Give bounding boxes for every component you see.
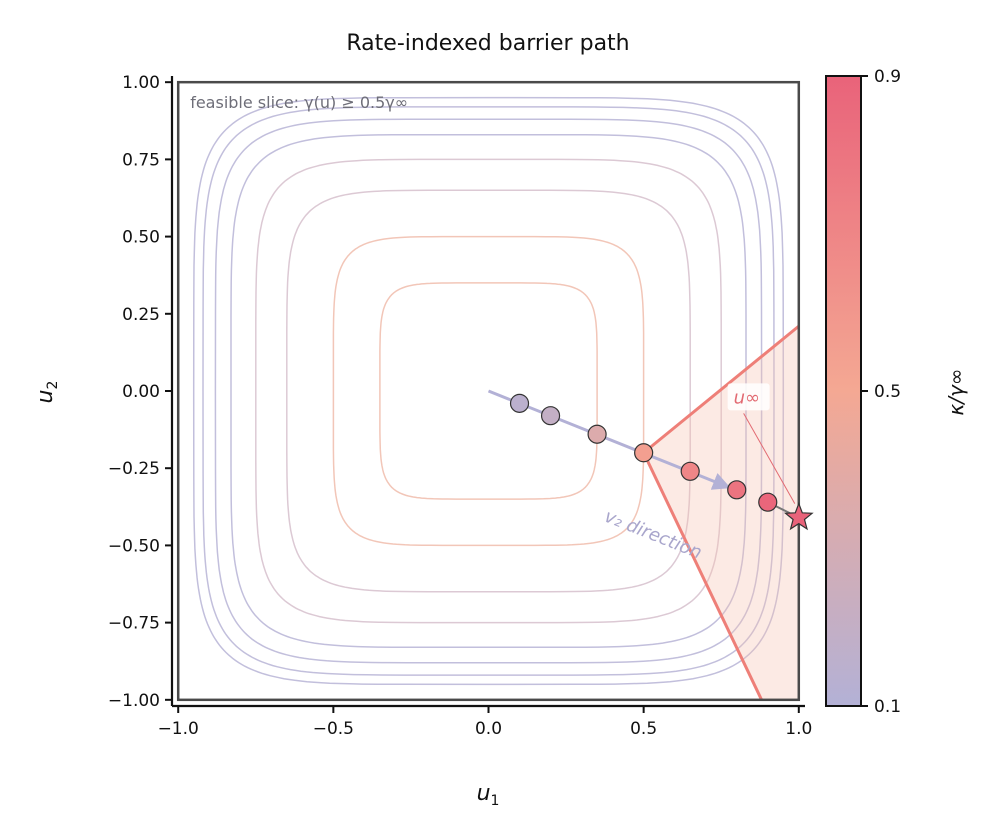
y-tick-label: −0.50 (108, 536, 160, 556)
feasible-boundary (642, 324, 800, 454)
x-tick-label: 1.0 (785, 719, 812, 739)
path-point (587, 424, 607, 444)
y-tick-label: −0.25 (108, 459, 160, 479)
x-tick-label: −1.0 (158, 719, 199, 739)
axes: −1.0 −0.5 0.0 0.5 1.0 1.00 0.75 0.50 0.25 0.00 −0.… (108, 73, 812, 739)
y-tick-label: 0.25 (122, 305, 160, 325)
y-tick-label: 1.00 (122, 73, 160, 93)
path-point (634, 443, 654, 463)
colorbar-tick-label: 0.9 (874, 67, 901, 87)
contour-line (379, 282, 598, 500)
path-point (540, 406, 561, 426)
u-inf-label: u∞ (734, 387, 760, 408)
chart-title: Rate-indexed barrier path (346, 31, 629, 56)
path-point (758, 492, 778, 512)
path-point (680, 461, 700, 481)
colorbar-gradient (825, 75, 862, 707)
contour-line (214, 118, 763, 664)
contour-line (332, 235, 645, 547)
contour-line (255, 158, 722, 624)
colorbar-ticks: 0.1 0.5 0.9 (861, 67, 901, 717)
colorbar-label: κ/γ∞ (944, 368, 968, 415)
y-tick-label: 0.75 (122, 150, 160, 170)
y-axis-label: u2 (33, 381, 61, 404)
constraint-box (176, 80, 801, 702)
contour-line (230, 133, 747, 649)
y-tick-label: 0.00 (122, 382, 160, 402)
y-tick-label: −0.75 (108, 614, 160, 634)
feasible-annotation: feasible slice: γ(u) ≥ 0.5γ∞ (190, 93, 408, 112)
contour-line (286, 189, 691, 593)
y-tick-label: −1.00 (108, 691, 160, 711)
u-inf-label-box (727, 383, 770, 411)
colorbar-tick-label: 0.5 (874, 382, 901, 402)
x-tick-label: 0.0 (475, 719, 502, 739)
feasible-boundary (642, 452, 763, 701)
x-tick-label: 0.5 (630, 719, 657, 739)
contour-line (192, 96, 785, 686)
u-inf-star (783, 501, 814, 531)
contour-line (202, 106, 775, 676)
colorbar-tick-label: 0.1 (874, 697, 901, 717)
plot-area: feasible slice: γ(u) ≥ 0.5γ∞v₂ direction… (176, 80, 814, 702)
path-point (727, 480, 747, 500)
colorbar: 0.1 0.5 0.9 κ/γ∞ (825, 67, 968, 717)
u-inf-leader (743, 413, 796, 504)
path-point (509, 393, 530, 413)
x-tick-label: −0.5 (313, 719, 354, 739)
x-axis-label: u1 (477, 781, 500, 809)
y-tick-label: 0.50 (122, 228, 160, 248)
feasible-region (643, 326, 799, 700)
